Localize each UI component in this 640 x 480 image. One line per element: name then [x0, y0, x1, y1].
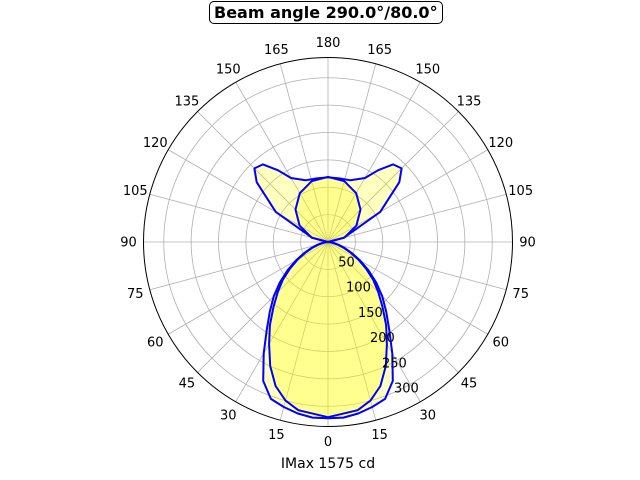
angle-tick-label: 135	[175, 94, 200, 109]
angle-tick-label: 60	[147, 335, 164, 350]
angle-tick-label: 120	[143, 136, 168, 151]
angle-tick-label: 165	[367, 43, 392, 58]
angle-tick-label: 45	[461, 377, 478, 392]
grid-spoke	[149, 241, 329, 291]
grid-spoke	[197, 241, 329, 373]
radial-tick-label: 300	[394, 382, 419, 397]
angle-tick-label: 180	[316, 36, 341, 51]
series-line-1	[268, 175, 388, 419]
grid-spoke	[235, 241, 329, 402]
radial-tick-label: 200	[370, 331, 395, 346]
grid-spoke	[327, 82, 421, 243]
angle-tick-label: 150	[216, 63, 241, 78]
grid-spoke	[327, 241, 377, 421]
angle-tick-label: 135	[457, 94, 482, 109]
grid-spoke	[327, 241, 421, 402]
grid-spoke	[327, 63, 377, 243]
angle-tick-label: 75	[127, 287, 144, 302]
angle-tick-label: 30	[419, 408, 436, 423]
angle-tick-label: 0	[324, 435, 332, 450]
angle-tick-label: 90	[120, 236, 137, 251]
angle-tick-label: 165	[264, 43, 289, 58]
polar-frame	[143, 57, 513, 427]
chart-title: Beam angle 290.0°/80.0°	[209, 1, 443, 24]
grid-spoke	[327, 111, 459, 243]
angle-tick-label: 90	[519, 236, 536, 251]
grid-spoke	[327, 241, 459, 373]
grid-spoke	[279, 241, 329, 421]
angle-tick-label: 105	[508, 184, 533, 199]
grid-spoke	[149, 193, 329, 243]
angle-tick-label: 15	[268, 428, 285, 443]
angle-tick-label: 105	[123, 184, 148, 199]
angle-tick-label: 45	[179, 377, 196, 392]
angle-tick-label: 15	[371, 428, 388, 443]
radial-tick-label: 50	[338, 255, 355, 270]
grid-spoke	[279, 63, 329, 243]
angle-tick-label: 30	[220, 408, 237, 423]
series-fill-0	[254, 164, 402, 419]
grid-spoke	[327, 193, 507, 243]
radial-tick-label: 100	[346, 281, 371, 296]
grid-spoke	[197, 111, 329, 243]
angle-tick-label: 120	[488, 136, 513, 151]
radial-tick-label: 150	[358, 306, 383, 321]
angle-tick-label: 60	[492, 335, 509, 350]
radial-tick-label: 250	[382, 356, 407, 371]
grid-spoke	[327, 241, 507, 291]
x-axis-label: IMax 1575 cd	[280, 456, 376, 472]
angle-tick-label: 150	[415, 63, 440, 78]
grid-spoke	[235, 82, 329, 243]
series-fill-1	[269, 176, 387, 418]
angle-tick-label: 75	[512, 287, 529, 302]
